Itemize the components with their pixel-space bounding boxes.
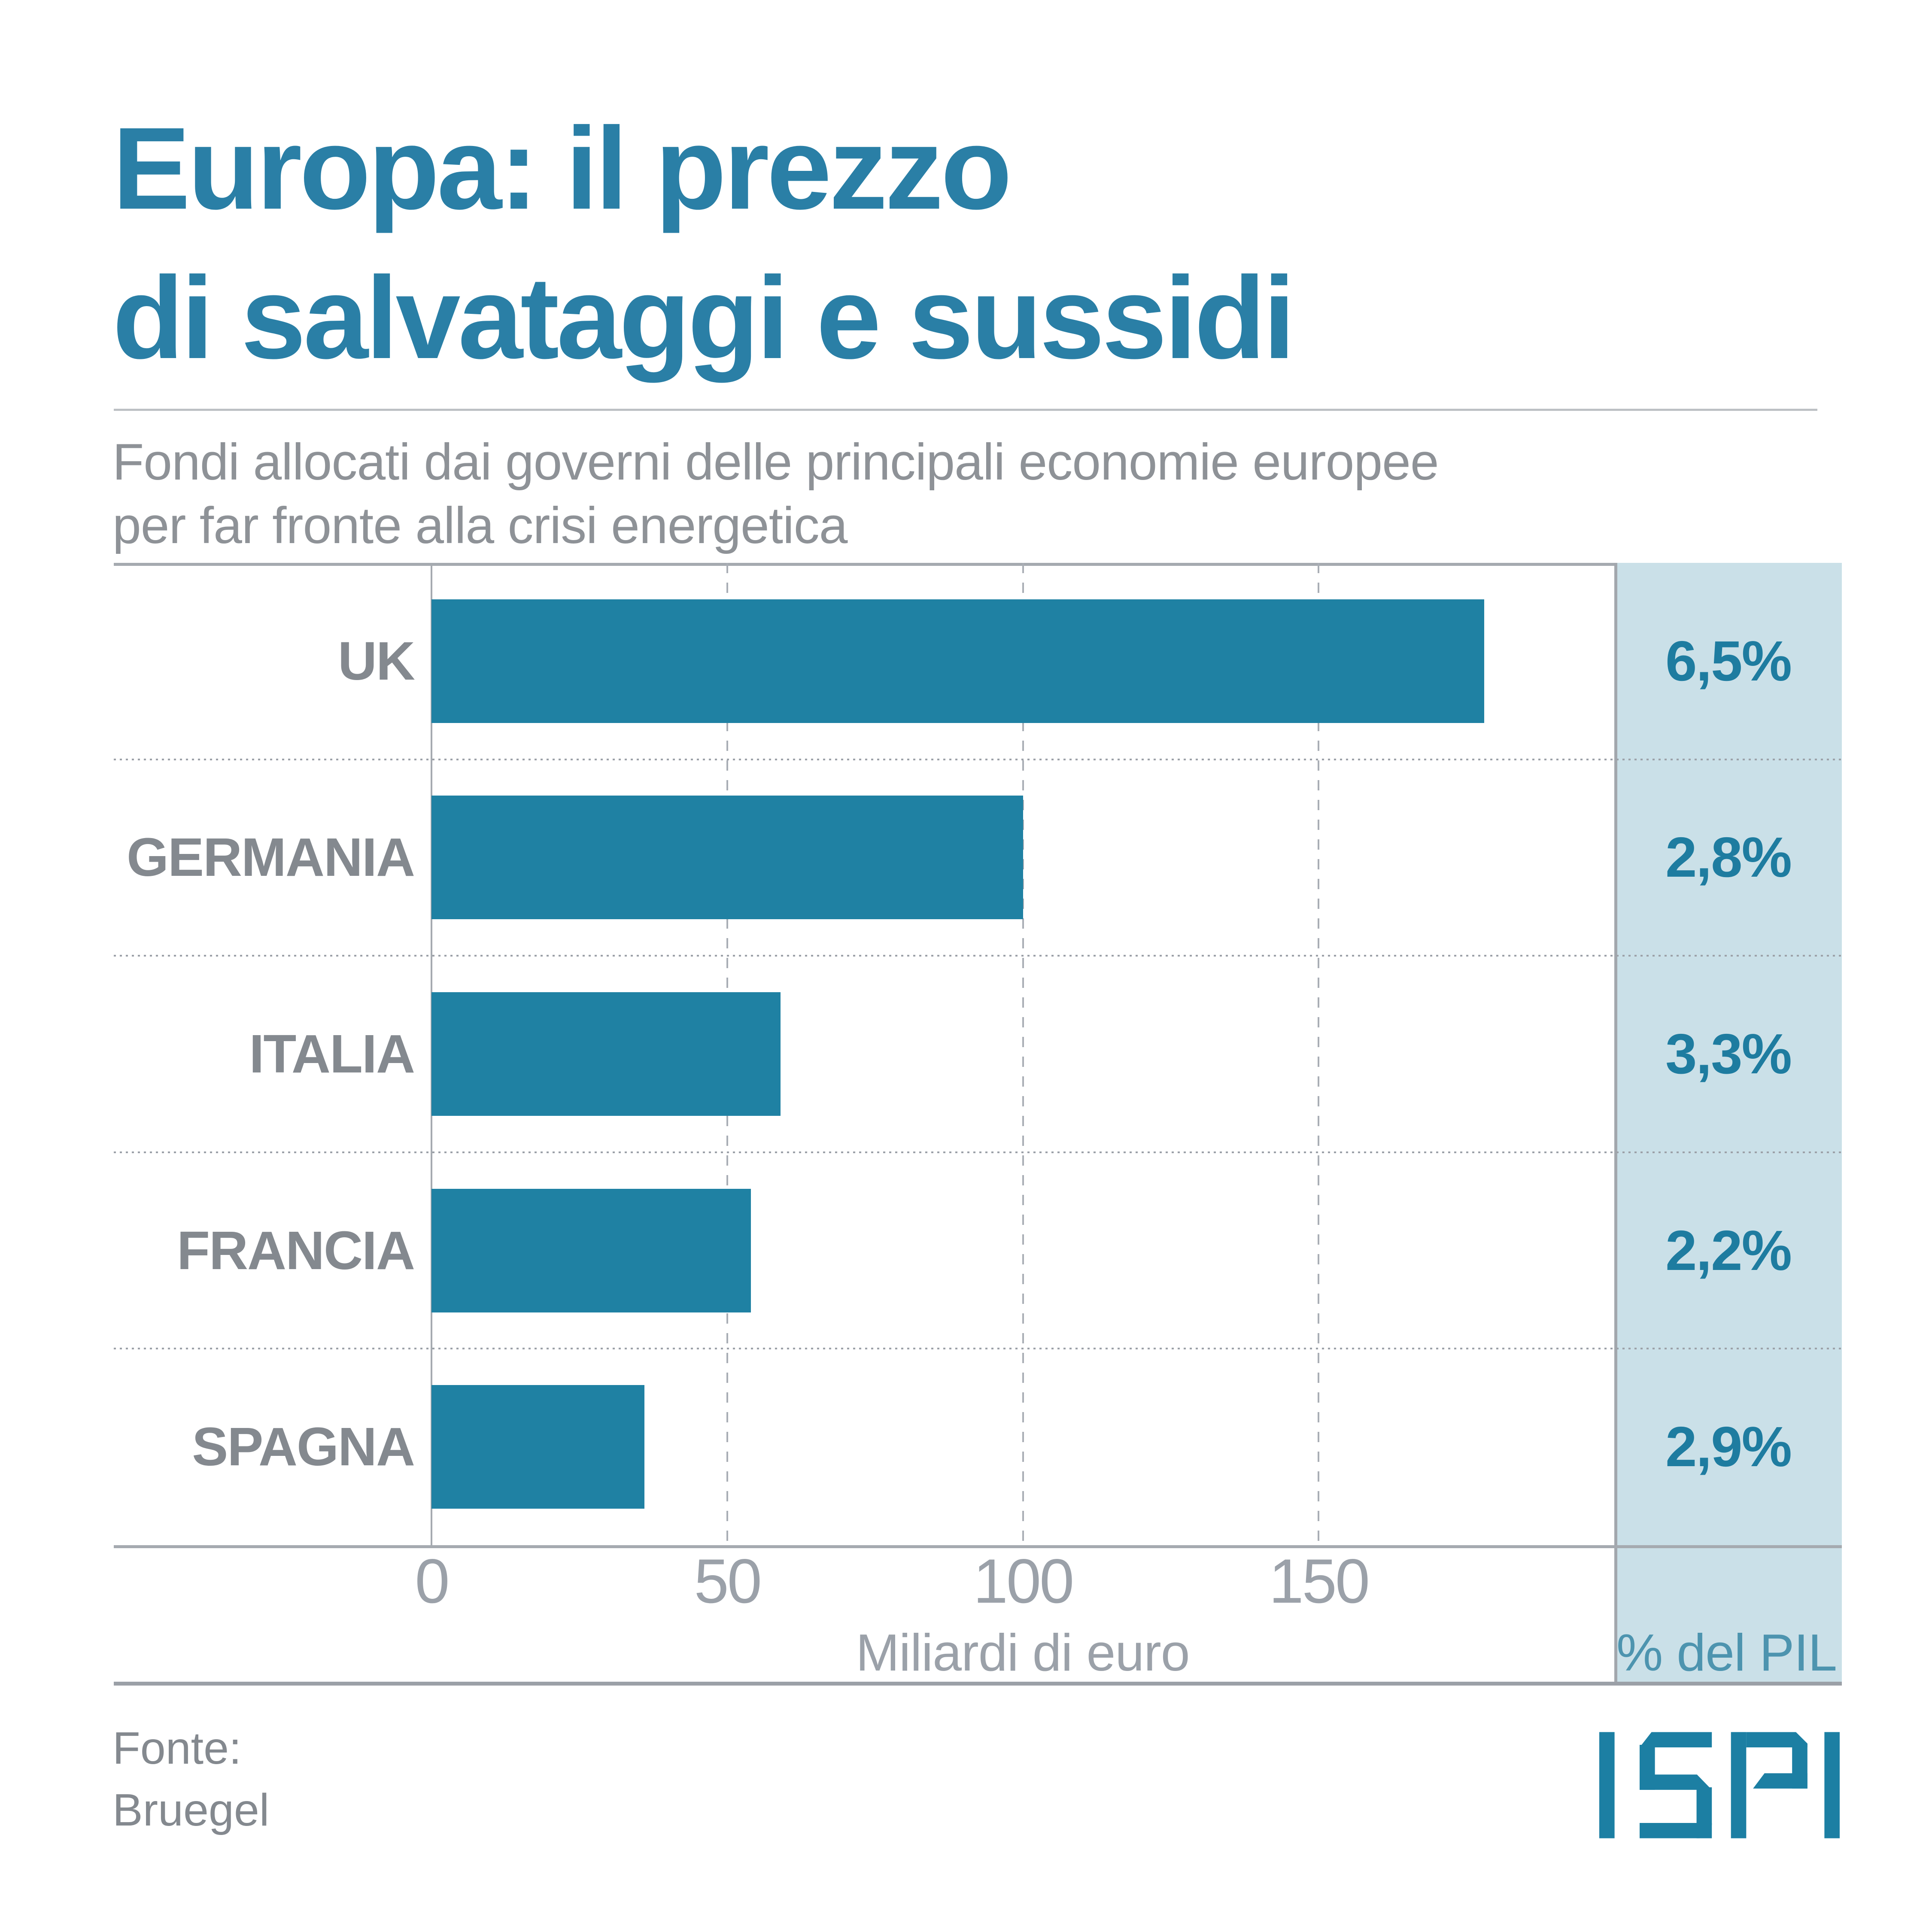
bar-germania <box>431 796 1023 920</box>
chart-subtitle: Fondi allocati dai governi delle princip… <box>112 430 1439 557</box>
x-axis-baseline <box>114 1545 1842 1548</box>
pct-gdp-value-spagna: 2,9% <box>1665 1415 1792 1479</box>
row-separator-1 <box>114 758 1842 760</box>
pct-gdp-value-francia: 2,2% <box>1665 1218 1792 1282</box>
x-tick-100: 100 <box>973 1546 1075 1616</box>
row-separator-3 <box>114 1151 1842 1153</box>
x-tick-0: 0 <box>415 1546 450 1616</box>
chart-top-border <box>114 563 1842 566</box>
source-label: Fonte: <box>112 1723 242 1774</box>
row-separator-2 <box>114 955 1842 957</box>
chart-bottom-border <box>114 1682 1842 1686</box>
page-title: Europa: il prezzo di salvataggi e sussid… <box>112 94 1295 392</box>
title-divider-line <box>114 409 1817 411</box>
pct-gdp-value-italia: 3,3% <box>1665 1022 1792 1085</box>
category-label-francia: FRANCIA <box>177 1220 415 1281</box>
source-name: Bruegel <box>112 1785 270 1835</box>
pct-gdp-column-background <box>1614 563 1842 1686</box>
pct-column-header: % del PIL <box>1616 1623 1837 1682</box>
chart-subtitle-line1: Fondi allocati dai governi delle princip… <box>112 433 1439 491</box>
pct-gdp-value-uk: 6,5% <box>1665 629 1792 693</box>
source-credit: Fonte: Bruegel <box>112 1717 269 1841</box>
pct-gdp-value-germania: 2,8% <box>1665 826 1792 889</box>
x-tick-150: 150 <box>1269 1546 1370 1616</box>
ispi-logo <box>1599 1732 1840 1838</box>
chart-subtitle-line2: per far fronte alla crisi energetica <box>112 497 848 554</box>
bar-uk <box>431 599 1484 723</box>
bar-italia <box>431 992 781 1116</box>
x-tick-50: 50 <box>694 1546 762 1616</box>
x-axis-title: Miliardi di euro <box>856 1623 1190 1682</box>
row-separator-4 <box>114 1348 1842 1350</box>
ispi-logo-glyphs <box>1599 1732 1840 1838</box>
category-label-spagna: SPAGNA <box>192 1416 415 1477</box>
gridline-100 <box>1022 563 1024 1546</box>
bar-francia <box>431 1188 751 1312</box>
category-label-italia: ITALIA <box>249 1024 415 1084</box>
category-label-germania: GERMANIA <box>127 827 415 888</box>
page-title-line1: Europa: il prezzo <box>112 103 1012 234</box>
gridline-150 <box>1318 563 1320 1546</box>
category-label-uk: UK <box>338 630 415 691</box>
page-title-line2: di salvataggi e sussidi <box>112 252 1295 383</box>
bar-spagna <box>431 1385 644 1509</box>
